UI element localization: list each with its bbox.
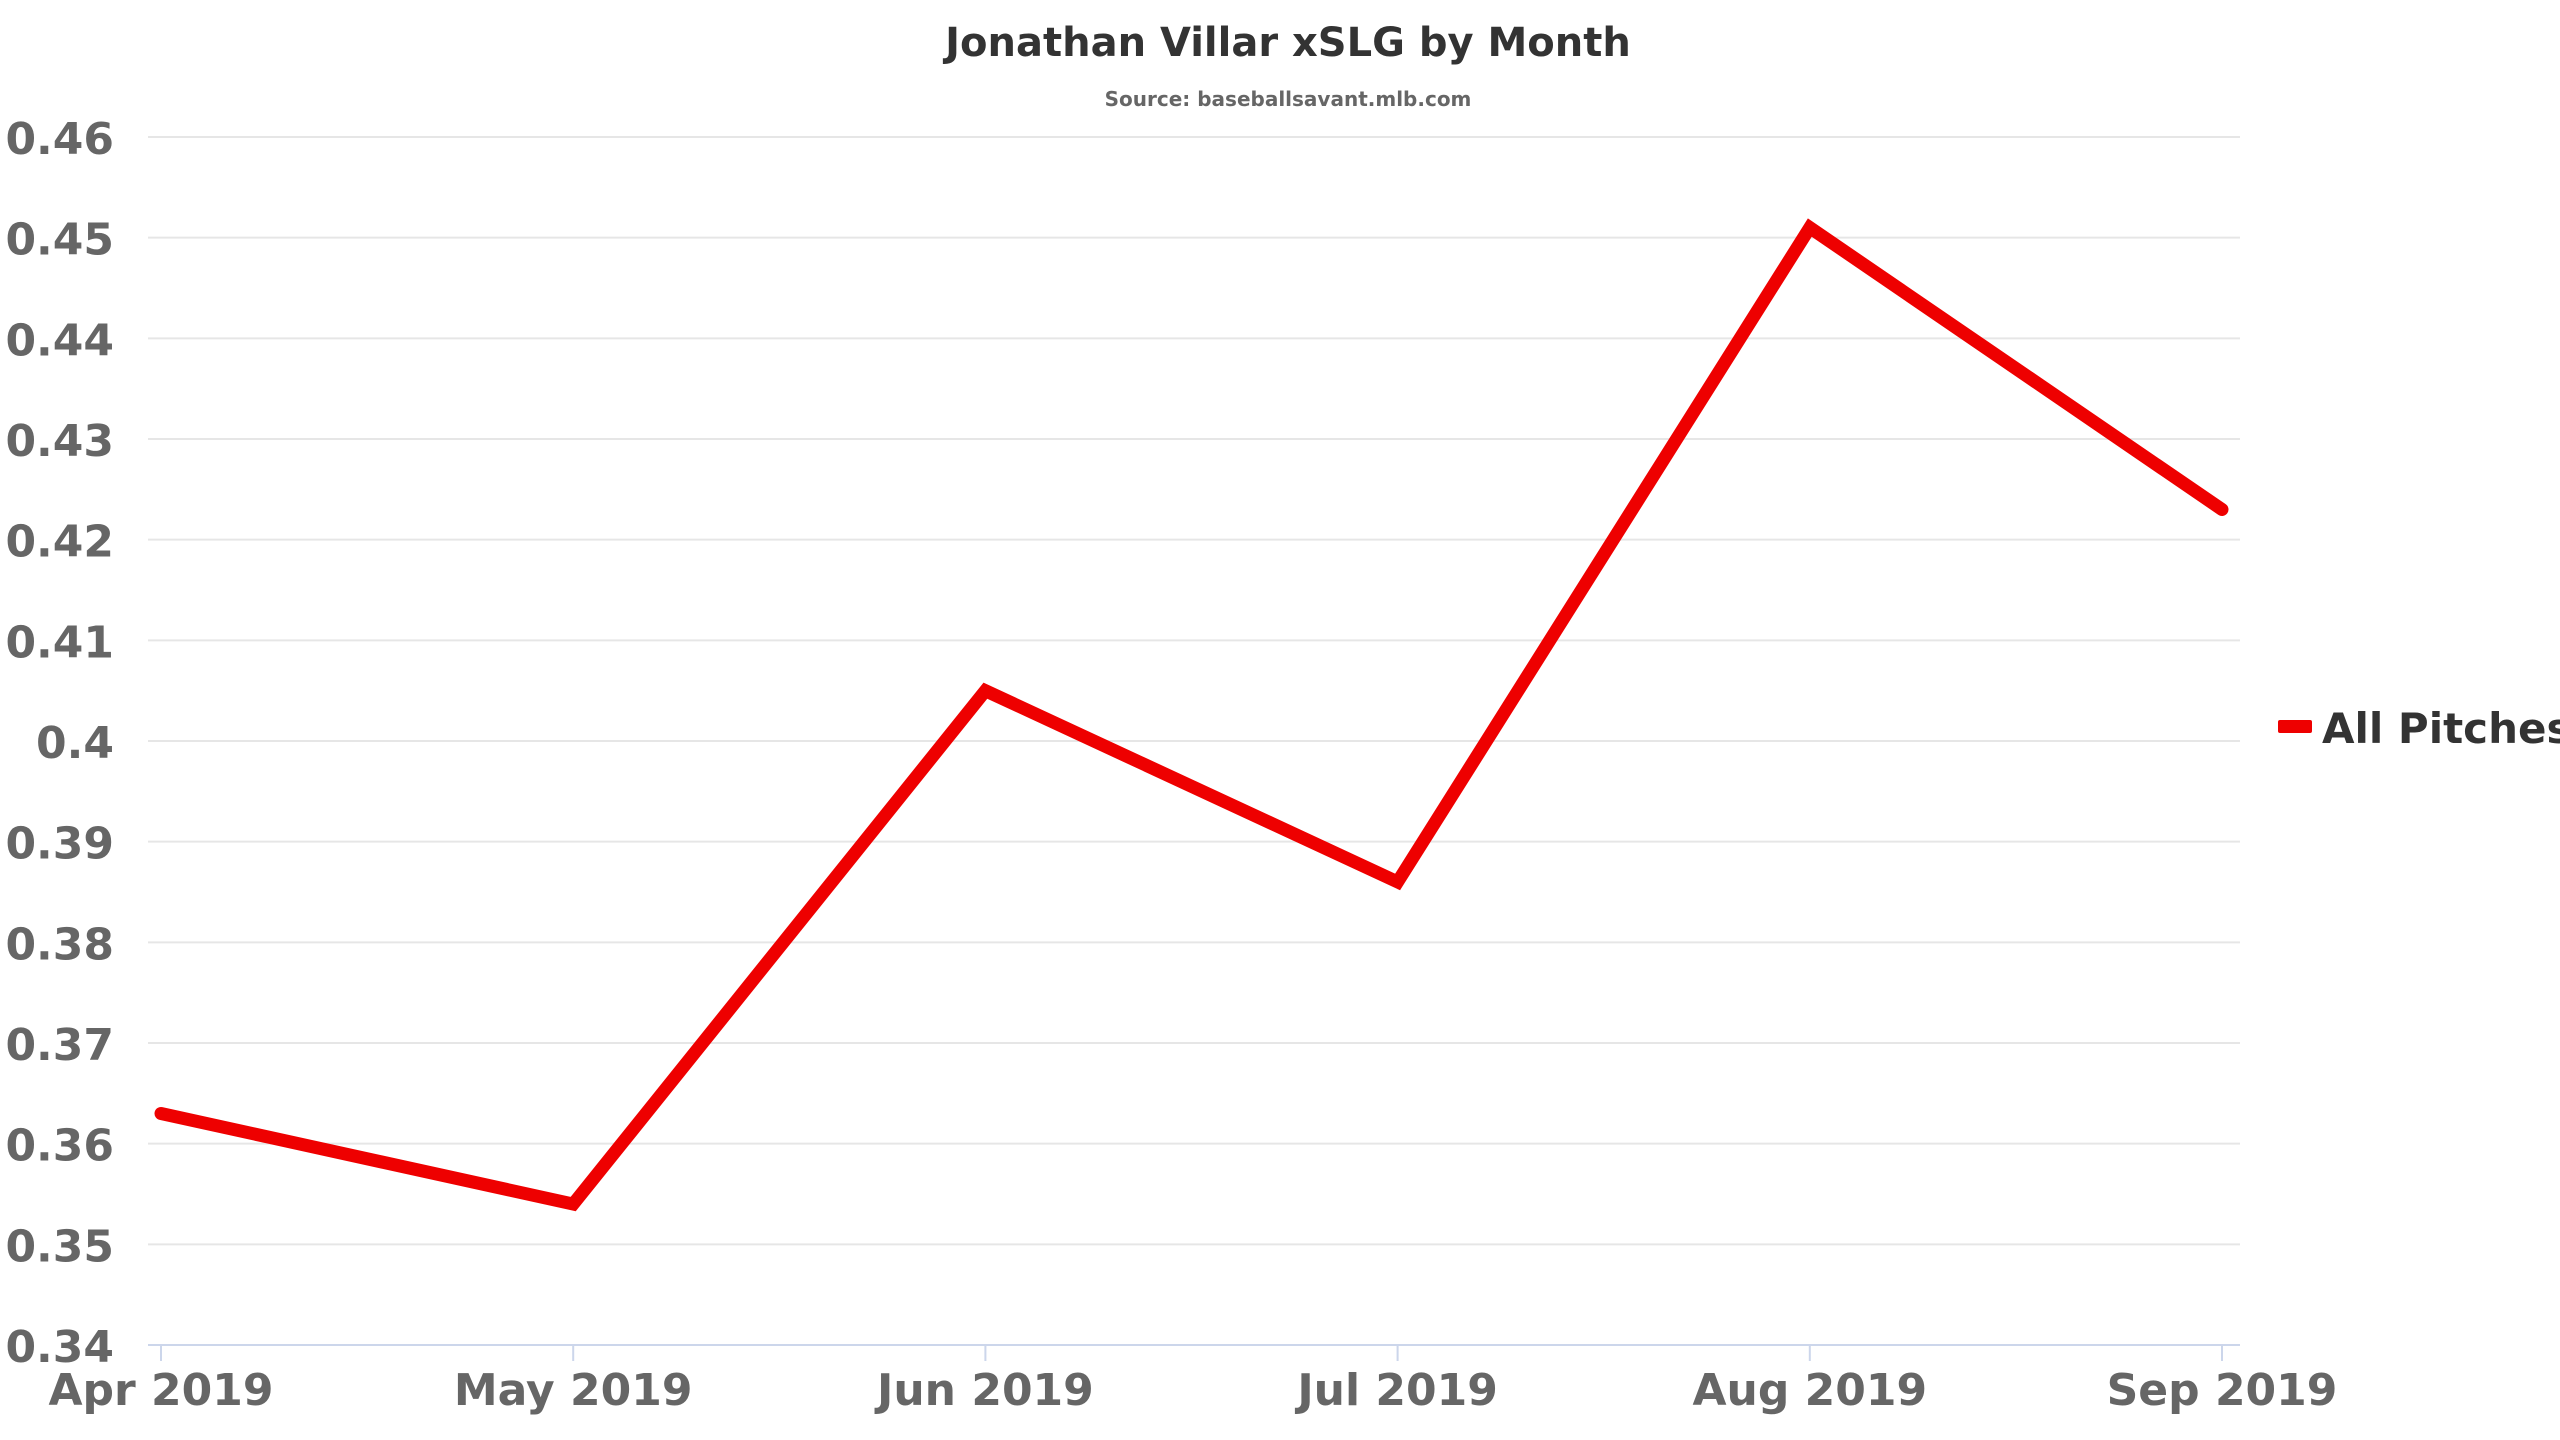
series-line — [154, 218, 2229, 1212]
x-tick-label: Jun 2019 — [874, 1365, 1094, 1416]
y-tick-label: 0.34 — [5, 1322, 114, 1373]
x-tick-label: Jul 2019 — [1294, 1365, 1498, 1416]
legend-label[interactable]: All Pitches — [2322, 704, 2560, 753]
y-tick-label: 0.39 — [5, 819, 114, 870]
x-tick-label: Sep 2019 — [2107, 1365, 2338, 1416]
gridlines — [148, 136, 2240, 1346]
x-tick-label: May 2019 — [454, 1365, 693, 1416]
y-tick-label: 0.38 — [5, 919, 114, 970]
y-tick-label: 0.44 — [5, 315, 114, 366]
y-tick-label: 0.37 — [5, 1020, 114, 1071]
chart-subtitle: Source: baseballsavant.mlb.com — [1105, 87, 1472, 111]
series-layer — [154, 218, 2229, 1212]
y-tick-label: 0.35 — [5, 1221, 114, 1272]
x-axis: Apr 2019 May 2019 Jun 2019 Jul 2019 Aug 2019… — [48, 1345, 2337, 1416]
chart-title: Jonathan Villar xSLG by Month — [942, 20, 1631, 66]
x-tick-label: Aug 2019 — [1692, 1365, 1927, 1416]
y-tick-label: 0.36 — [5, 1121, 114, 1172]
y-tick-label: 0.43 — [5, 416, 114, 467]
legend-swatch[interactable] — [2278, 720, 2312, 733]
y-tick-label: 0.45 — [5, 215, 114, 266]
y-axis: 0.34 0.35 0.36 0.37 0.38 0.39 0.4 0.41 0.42 0.43 0… — [5, 114, 114, 1373]
y-tick-label: 0.42 — [5, 517, 114, 568]
x-tick-label: Apr 2019 — [48, 1365, 273, 1416]
y-tick-label: 0.4 — [36, 718, 114, 769]
y-tick-label: 0.46 — [5, 114, 114, 165]
legend[interactable]: All Pitches — [2278, 704, 2560, 753]
y-tick-label: 0.41 — [5, 617, 114, 668]
